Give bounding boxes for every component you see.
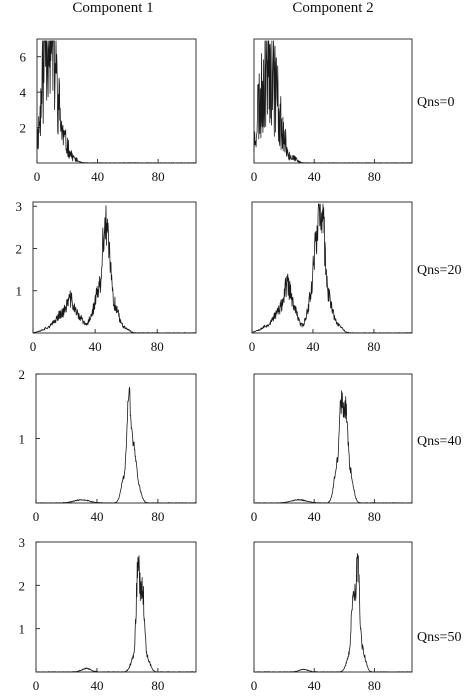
plot-frame bbox=[32, 201, 197, 334]
plot-frame bbox=[251, 201, 413, 334]
x-tick-label: 80 bbox=[368, 678, 381, 693]
y-tick-label: 1 bbox=[19, 622, 26, 637]
x-tick-label: 40 bbox=[308, 169, 321, 184]
plot-frame bbox=[35, 541, 197, 673]
y-tick-label: 2 bbox=[19, 367, 26, 382]
plot-frame bbox=[253, 541, 413, 673]
row-label-1: Qns=0 bbox=[417, 95, 454, 110]
distribution-line bbox=[253, 40, 413, 164]
panel-1: 0 40 80 2 4 6 bbox=[20, 38, 197, 184]
y-tick-label: 2 bbox=[20, 121, 27, 136]
x-tick-label: 0 bbox=[251, 169, 258, 184]
x-tick-label: 80 bbox=[368, 169, 381, 184]
x-tick-label: 40 bbox=[91, 169, 104, 184]
panel-2: 0 40 80 bbox=[251, 38, 413, 184]
distribution-line bbox=[251, 203, 413, 334]
y-tick-label: 1 bbox=[19, 432, 26, 447]
row-label-4: Qns=50 bbox=[417, 630, 461, 645]
panel-8: 0 40 80 bbox=[251, 541, 413, 693]
y-tick-label: 3 bbox=[16, 199, 23, 214]
y-tick-label: 4 bbox=[20, 85, 27, 100]
x-tick-label: 40 bbox=[90, 509, 103, 524]
row-label-3: Qns=40 bbox=[417, 434, 461, 449]
x-tick-label: 40 bbox=[306, 339, 319, 354]
x-tick-label: 80 bbox=[151, 509, 164, 524]
panel-4: 0 40 80 bbox=[249, 201, 413, 354]
x-tick-label: 80 bbox=[151, 678, 164, 693]
x-tick-label: 0 bbox=[251, 678, 258, 693]
plot-frame bbox=[35, 373, 197, 504]
x-tick-label: 0 bbox=[249, 339, 256, 354]
distribution-line bbox=[253, 553, 413, 673]
distribution-line bbox=[35, 386, 197, 504]
x-tick-label: 40 bbox=[308, 509, 321, 524]
x-tick-label: 80 bbox=[368, 509, 381, 524]
x-tick-label: 80 bbox=[151, 339, 164, 354]
distribution-line bbox=[35, 555, 197, 673]
y-tick-label: 1 bbox=[16, 284, 23, 299]
x-tick-label: 40 bbox=[90, 678, 103, 693]
x-tick-label: 40 bbox=[89, 339, 102, 354]
x-tick-label: 0 bbox=[33, 509, 40, 524]
x-tick-label: 0 bbox=[251, 509, 258, 524]
plot-frame bbox=[253, 373, 413, 504]
y-tick-label: 2 bbox=[19, 578, 26, 593]
y-tick-label: 6 bbox=[20, 50, 27, 65]
panel-7: 0 40 80 1 2 3 bbox=[19, 535, 197, 693]
distribution-line bbox=[253, 390, 413, 504]
x-tick-label: 0 bbox=[30, 339, 37, 354]
column-title-2: Component 2 bbox=[292, 0, 373, 16]
column-title-1: Component 1 bbox=[72, 0, 153, 16]
x-tick-label: 0 bbox=[34, 169, 41, 184]
x-tick-label: 0 bbox=[33, 678, 40, 693]
distribution-line bbox=[36, 40, 197, 164]
panel-5: 0 40 80 1 2 bbox=[19, 367, 197, 524]
y-tick-label: 2 bbox=[16, 241, 23, 256]
x-tick-label: 80 bbox=[367, 339, 380, 354]
row-label-2: Qns=20 bbox=[417, 263, 461, 278]
x-tick-label: 40 bbox=[308, 678, 321, 693]
panel-3: 0 40 80 1 2 3 bbox=[16, 199, 197, 354]
plot-frame bbox=[36, 38, 197, 164]
distribution-line bbox=[32, 205, 197, 334]
panel-6: 0 40 80 bbox=[251, 373, 413, 524]
y-tick-label: 3 bbox=[19, 535, 26, 550]
x-tick-label: 80 bbox=[152, 169, 165, 184]
